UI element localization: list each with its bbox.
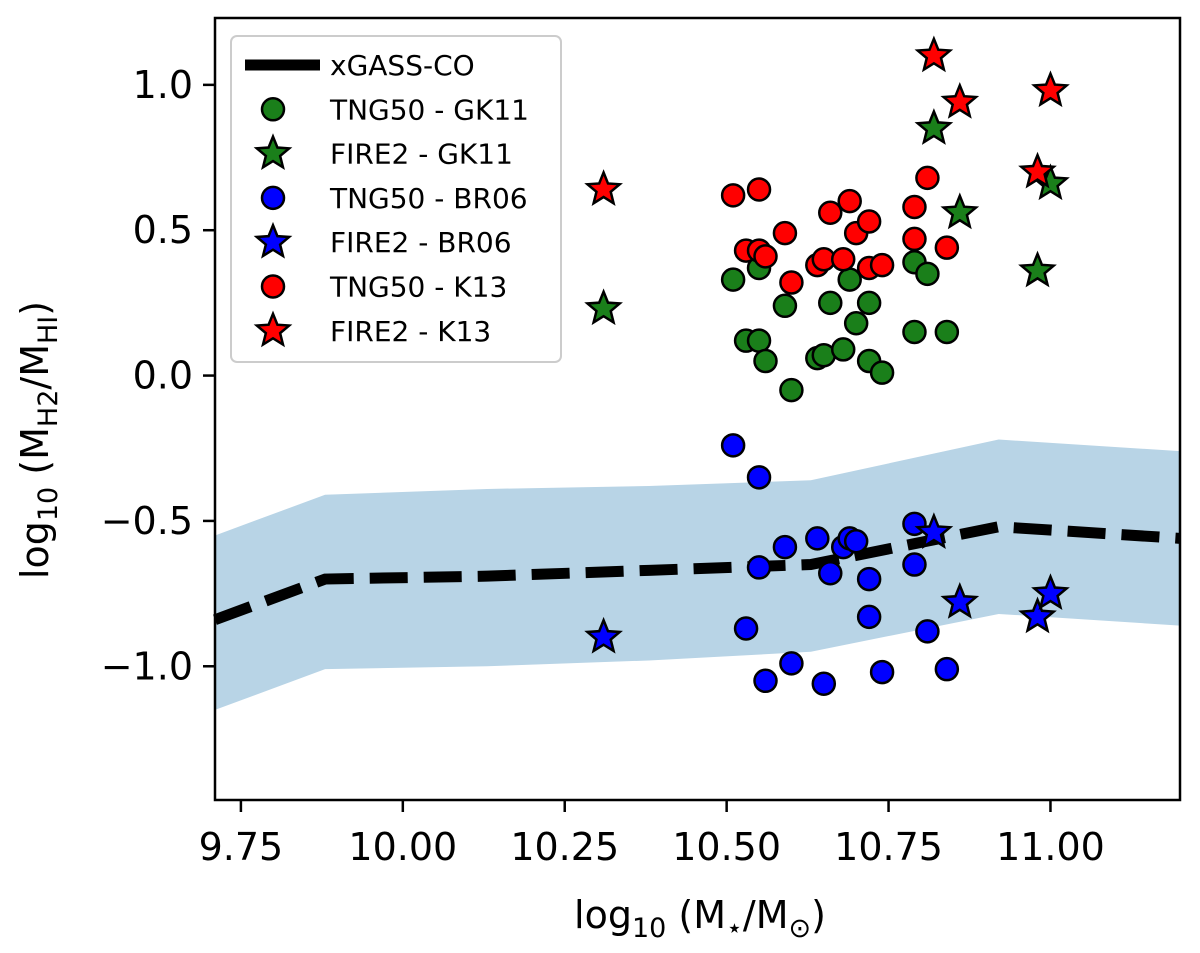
point-tng50-gk11-0 (720, 267, 746, 292)
point-fire2-k13-1 (914, 35, 954, 73)
point-tng50-gk11-9 (818, 290, 843, 316)
point-tng50-gk11-12 (843, 310, 869, 336)
point-tng50-br06-17 (902, 552, 927, 577)
legend-label: FIRE2 - K13 (330, 315, 491, 348)
legend-label: TNG50 - K13 (329, 271, 507, 304)
point-tng50-br06-2 (746, 465, 772, 490)
legend-swatch-star (253, 221, 293, 259)
points-layer (584, 35, 1070, 696)
legend-swatch-circle (260, 97, 286, 122)
x-axis-label: log10 (M⋆/M⊙) (574, 893, 826, 944)
point-tng50-k13-18 (915, 165, 940, 191)
confidence-band-layer (215, 439, 1180, 710)
point-tng50-gk11-10 (830, 337, 856, 362)
point-tng50-gk11-3 (746, 328, 772, 353)
xgass-co-scatter-band (215, 439, 1180, 710)
point-tng50-k13-0 (720, 183, 746, 208)
y-tick-label: −1.0 (101, 644, 193, 688)
legend-swatch-circle (260, 185, 286, 211)
point-tng50-k13-5 (772, 220, 798, 246)
point-tng50-br06-8 (811, 671, 837, 696)
point-tng50-br06-18 (915, 619, 940, 644)
x-tick-label: 11.00 (996, 825, 1105, 869)
point-tng50-br06-19 (934, 656, 960, 682)
point-tng50-gk11-6 (779, 377, 804, 403)
point-tng50-br06-14 (856, 604, 882, 630)
point-fire2-k13-4 (1031, 70, 1070, 108)
point-tng50-gk11-17 (902, 319, 927, 345)
point-tng50-k13-15 (869, 252, 895, 278)
x-tick-label: 10.50 (672, 825, 781, 869)
y-tick-label: 0.5 (133, 208, 193, 252)
point-fire2-gk11-2 (940, 192, 980, 230)
point-tng50-gk11-15 (869, 360, 895, 385)
plot-frame (213, 16, 1182, 802)
y-tick-label: 0.0 (133, 354, 193, 398)
legend-label: TNG50 - BR06 (329, 182, 528, 215)
axes-layer: 9.75 10.00 10.25 10.50 10.75 11.00 −1.0 −0.5 0.0… (101, 63, 1105, 869)
point-tng50-br06-7 (805, 526, 830, 551)
x-tick-label: 9.75 (199, 825, 284, 869)
point-tng50-br06-13 (856, 566, 882, 592)
point-tng50-k13-6 (779, 270, 804, 295)
point-fire2-br06-4 (1031, 573, 1070, 611)
point-fire2-br06-1 (914, 512, 954, 550)
point-tng50-k13-2 (746, 177, 772, 202)
legend-label: xGASS-CO (330, 49, 475, 82)
y-axis-label: log10 (MH2/MHI) (13, 301, 64, 579)
point-tng50-k13-16 (902, 194, 927, 220)
point-fire2-br06-2 (940, 581, 980, 619)
point-tng50-k13-19 (934, 235, 960, 260)
point-tng50-br06-15 (869, 659, 895, 685)
point-tng50-gk11-11 (837, 267, 862, 292)
x-tick-label: 10.75 (834, 825, 943, 869)
legend: xGASS-CO TNG50 - GK11 FIRE2 - GK11 TNG50 - … (230, 35, 562, 363)
point-fire2-br06-0 (584, 616, 623, 654)
legend-swatch-circle (260, 274, 286, 299)
point-tng50-br06-9 (818, 560, 843, 586)
point-fire2-k13-2 (940, 81, 980, 119)
point-tng50-br06-4 (753, 668, 778, 694)
y-tick-label: −0.5 (101, 499, 193, 543)
point-fire2-br06-3 (1018, 596, 1057, 634)
point-tng50-k13-17 (902, 226, 927, 252)
xgass-co-line (213, 521, 1181, 625)
point-tng50-br06-6 (779, 651, 804, 676)
point-tng50-gk11-19 (934, 319, 960, 345)
point-tng50-gk11-4 (753, 348, 778, 374)
point-tng50-br06-5 (772, 534, 798, 560)
x-tick-label: 10.25 (510, 825, 619, 869)
point-tng50-gk11-13 (856, 290, 882, 316)
legend-label: FIRE2 - GK11 (330, 138, 513, 171)
legend-label: TNG50 - GK11 (329, 93, 529, 126)
point-tng50-k13-9 (818, 200, 843, 226)
legend-swatch-star (253, 310, 293, 348)
point-tng50-k13-4 (753, 244, 778, 269)
point-tng50-gk11-18 (915, 261, 940, 287)
point-fire2-gk11-3 (1018, 250, 1057, 288)
point-tng50-br06-12 (843, 529, 869, 554)
legend-frame (230, 35, 562, 363)
legend-swatch-star (253, 133, 293, 171)
x-tick-label: 10.00 (348, 825, 457, 869)
point-tng50-br06-1 (733, 616, 759, 641)
legend-label: FIRE2 - BR06 (330, 226, 512, 259)
point-tng50-k13-11 (837, 188, 862, 214)
point-tng50-k13-13 (856, 209, 882, 234)
point-tng50-k13-10 (830, 247, 856, 272)
point-tng50-gk11-5 (772, 293, 798, 319)
point-fire2-gk11-0 (584, 288, 623, 326)
y-tick-label: 1.0 (133, 63, 193, 107)
median-line-layer (213, 521, 1181, 625)
point-fire2-k13-3 (1018, 151, 1057, 189)
point-fire2-k13-0 (584, 169, 623, 206)
point-tng50-br06-3 (746, 555, 772, 580)
point-fire2-gk11-1 (914, 108, 954, 145)
point-tng50-br06-0 (720, 433, 746, 458)
